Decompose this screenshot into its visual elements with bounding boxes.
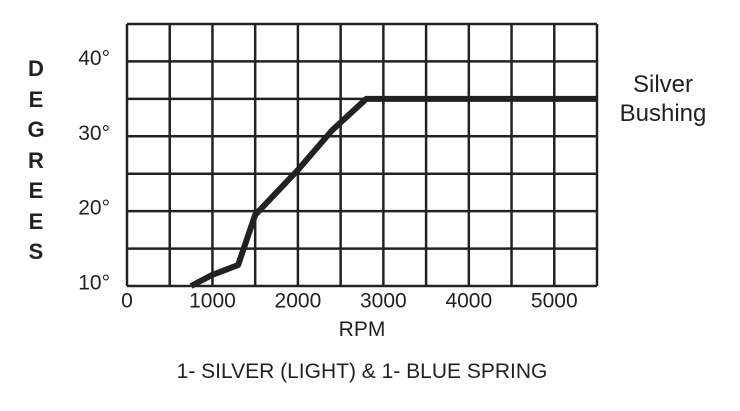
y-tick-label: 10° <box>78 272 110 295</box>
x-tick-label: 1000 <box>189 290 236 313</box>
x-axis-label: RPM <box>338 318 386 341</box>
y-axis-label: DEGREES <box>27 56 45 264</box>
x-tick-label: 3000 <box>360 290 407 313</box>
x-tick-label: 0 <box>121 290 133 313</box>
y-tick-label: 20° <box>78 197 110 220</box>
x-tick-label: 5000 <box>531 290 578 313</box>
x-tick-label: 4000 <box>445 290 492 313</box>
x-tick-label: 2000 <box>275 290 322 313</box>
y-tick-label: 30° <box>78 122 110 145</box>
annotation: Silver Bushing <box>619 71 707 127</box>
caption: 1- SILVER (LIGHT) & 1- BLUE SPRING <box>176 360 548 383</box>
data-line <box>189 95 597 289</box>
y-tick-label: 40° <box>78 47 110 70</box>
